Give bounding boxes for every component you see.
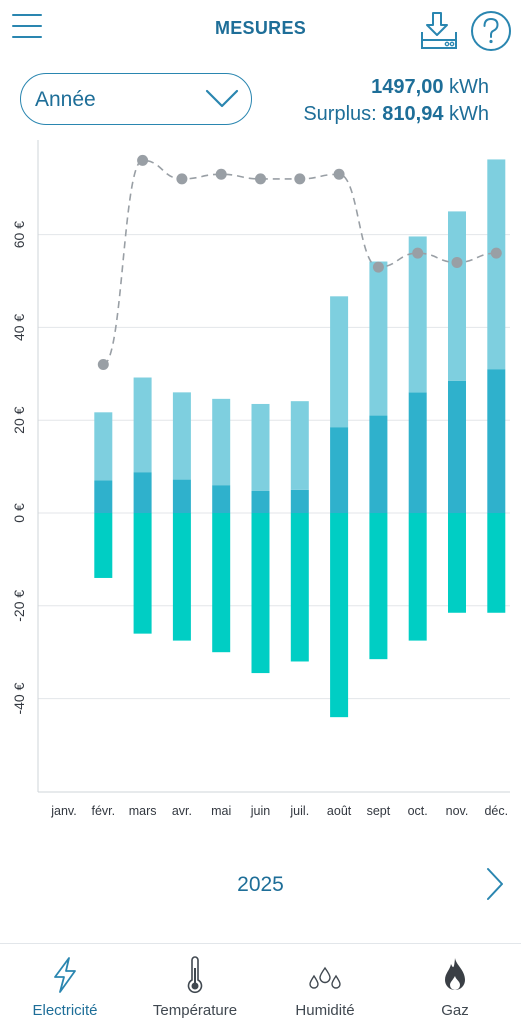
bar-segment-negative — [251, 513, 270, 674]
lightning-icon — [54, 957, 76, 993]
x-tick-label: mai — [211, 804, 231, 818]
bar-segment-top — [251, 403, 270, 491]
x-tick-label: sept — [367, 804, 391, 818]
x-tick-label: févr. — [91, 804, 115, 818]
tab-electricite[interactable]: Electricité — [0, 944, 130, 1025]
tab-label: Température — [152, 1002, 238, 1019]
x-tick-label: oct. — [408, 804, 428, 818]
bar-segment-mid — [251, 490, 270, 513]
total-energy-unit: kWh — [449, 76, 489, 98]
bar-segment-top — [448, 211, 466, 381]
surplus-value: 810,94 — [382, 103, 444, 125]
total-energy-value: 1497,00 — [371, 76, 444, 98]
line-point — [176, 173, 188, 185]
droplets-icon — [309, 966, 341, 989]
x-tick-label: juin — [250, 804, 271, 818]
bar-segment-mid — [290, 489, 309, 513]
chevron-down-icon — [205, 89, 239, 108]
line-point — [137, 154, 149, 166]
bar-segment-mid — [212, 485, 231, 513]
bar-segment-mid — [94, 480, 113, 513]
bar-segment-negative — [133, 513, 152, 634]
bar-segment-mid — [133, 472, 152, 513]
tab-humidite[interactable]: Humidité — [260, 944, 390, 1025]
bar-segment-negative — [330, 513, 349, 718]
line-point — [97, 359, 109, 371]
line-point — [294, 173, 306, 185]
page-title: MESURES — [214, 18, 307, 38]
tab-temperature[interactable]: Température — [130, 944, 260, 1025]
chevron-right-icon[interactable] — [483, 865, 507, 903]
app-header: MESURES — [0, 0, 521, 60]
period-select-value: Année — [35, 88, 96, 111]
flame-icon — [445, 958, 465, 990]
thermometer-icon — [187, 956, 203, 993]
x-tick-label: mars — [129, 804, 157, 818]
tab-label: Humidité — [295, 1002, 355, 1019]
y-tick-label: -40 € — [11, 682, 27, 714]
bar-segment-mid — [448, 380, 466, 513]
bar-segment-top — [369, 261, 388, 416]
surplus-label: Surplus: — [303, 103, 377, 125]
bar-segment-negative — [448, 513, 466, 613]
hamburger-menu-icon[interactable] — [12, 12, 42, 40]
bar-segment-negative — [290, 513, 309, 662]
line-point — [215, 168, 227, 180]
monthly-cost-chart: -40 € -20 € 0 € 20 € 40 € 60 € janv. févr. mars a… — [11, 140, 510, 818]
y-tick-label: 60 € — [11, 221, 27, 248]
bar-segment-top — [94, 412, 113, 481]
y-tick-label: 40 € — [11, 314, 27, 341]
line-point — [372, 261, 384, 273]
download-icon[interactable] — [416, 10, 458, 52]
x-tick-label: nov. — [446, 804, 469, 818]
bar-segment-negative — [369, 513, 388, 660]
y-tick-label: -20 € — [11, 590, 27, 622]
bar-segment-top — [290, 401, 309, 490]
tab-gaz[interactable]: Gaz — [390, 944, 520, 1025]
bar-segment-negative — [408, 513, 427, 641]
bar-segment-top — [487, 159, 506, 370]
bar-segment-negative — [172, 513, 191, 641]
bar-segment-negative — [94, 513, 113, 578]
year-label: 2025 — [237, 873, 284, 896]
bottom-tab-bar: Electricité Température Humidité Gaz — [0, 943, 521, 1025]
energy-totals: 1497,00 kWh Surplus: 810,94 kWh — [303, 74, 489, 128]
line-series — [102, 159, 497, 366]
line-point — [333, 168, 345, 180]
bar-segment-mid — [408, 392, 427, 513]
bar-segment-top — [330, 296, 349, 428]
period-select[interactable]: Année — [20, 73, 252, 125]
x-tick-label: avr. — [172, 804, 192, 818]
bar-segment-top — [408, 236, 427, 393]
y-tick-label: 20 € — [11, 406, 27, 433]
y-tick-label: 0 € — [11, 503, 27, 523]
x-tick-label: juil. — [289, 804, 309, 818]
line-point — [255, 173, 266, 185]
bar-segment-top — [212, 398, 231, 486]
x-tick-label: janv. — [50, 804, 76, 818]
bar-segment-top — [133, 377, 152, 473]
bar-segment-mid — [330, 427, 349, 513]
bar-segment-mid — [172, 479, 191, 513]
x-tick-label: déc. — [484, 804, 508, 818]
bar-segment-top — [172, 392, 191, 480]
tab-label: Gaz — [441, 1002, 469, 1019]
bar-segment-negative — [212, 513, 231, 653]
bar-segment-mid — [369, 415, 388, 513]
surplus-unit: kWh — [449, 103, 489, 125]
bar-segment-mid — [487, 369, 506, 513]
tab-label: Electricité — [32, 1002, 98, 1019]
line-point — [451, 256, 463, 268]
line-point — [490, 247, 502, 259]
line-point — [412, 247, 424, 259]
help-icon[interactable] — [470, 10, 512, 52]
x-tick-label: août — [327, 804, 352, 818]
bar-segment-negative — [487, 513, 506, 613]
year-navigation: 2025 — [0, 865, 521, 905]
